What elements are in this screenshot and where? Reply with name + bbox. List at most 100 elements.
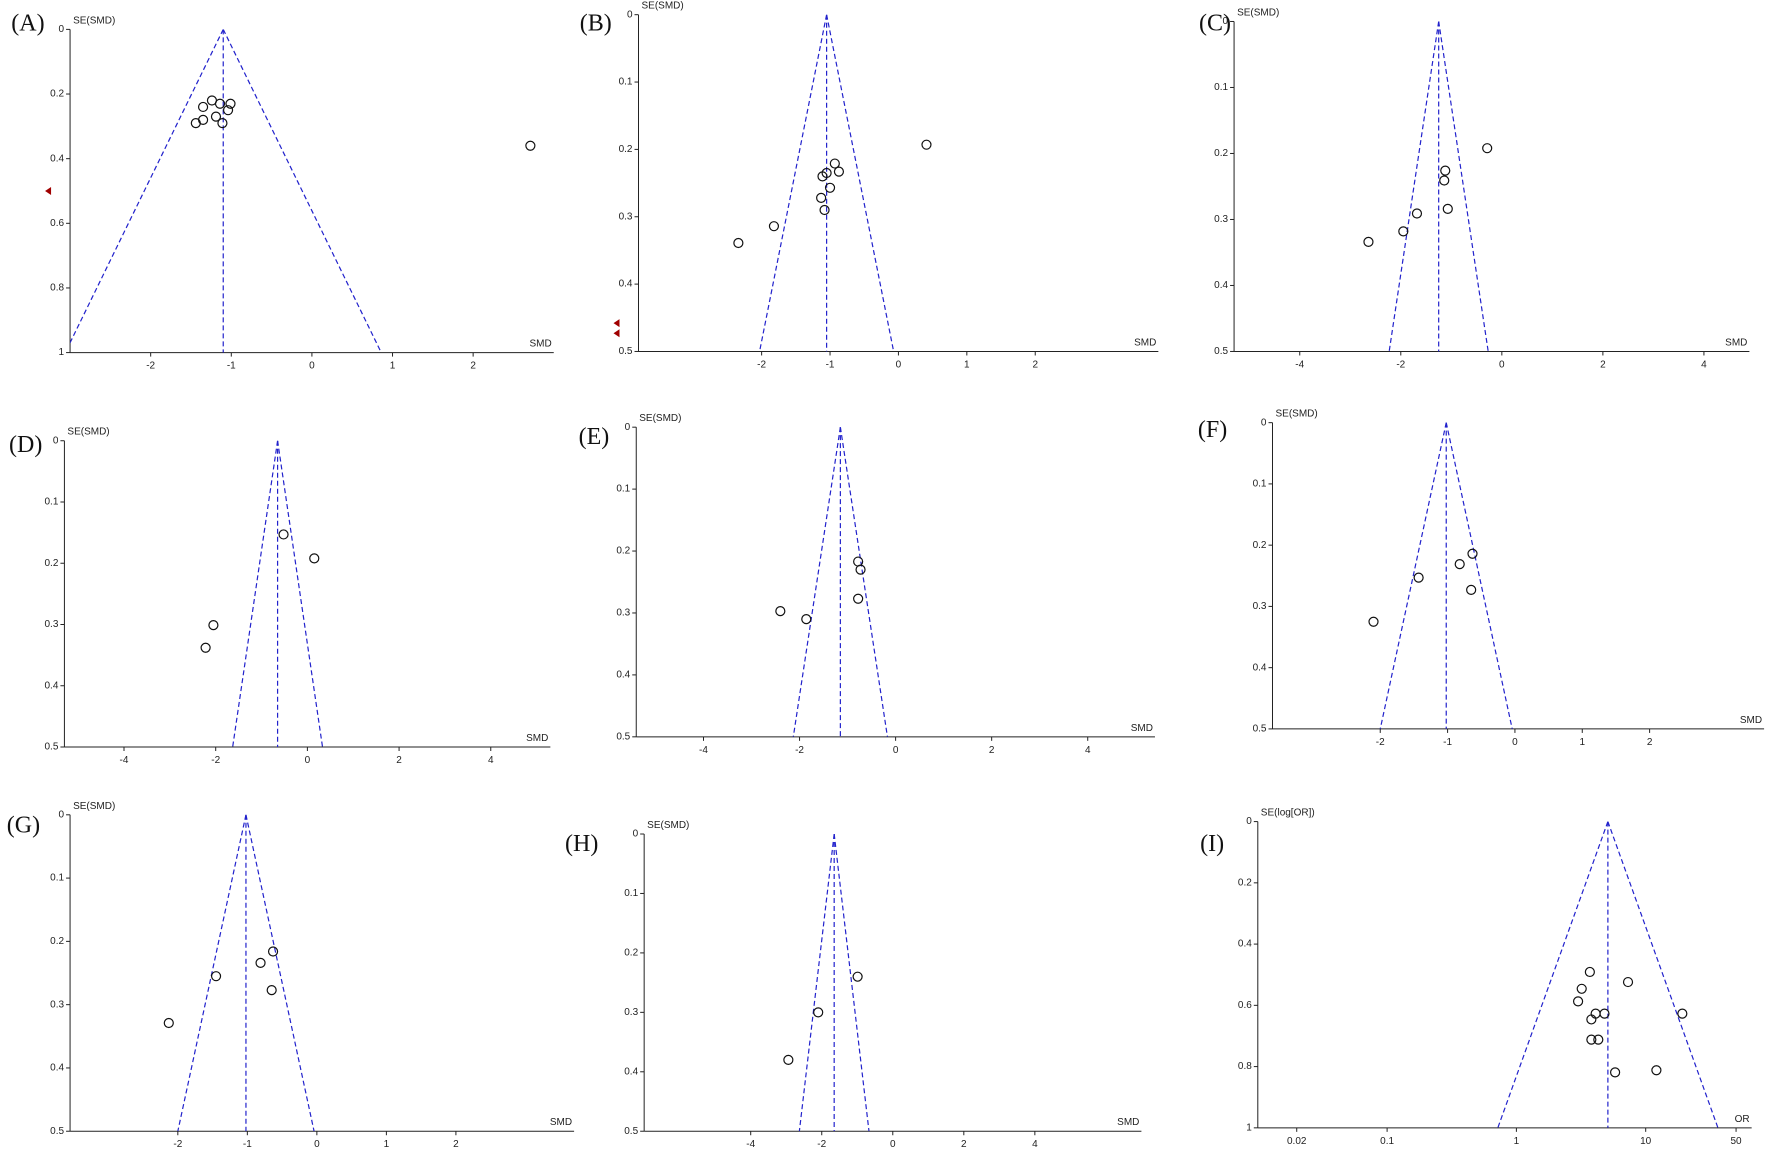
funnel-left: [798, 834, 835, 1132]
study-point: [1368, 616, 1379, 627]
study-point: [1398, 226, 1409, 237]
y-tick-label: 0.8: [1238, 1061, 1252, 1072]
panel-label: (F): [1198, 417, 1227, 443]
x-tick-label: 0: [890, 1139, 896, 1150]
x-tick-label: -4: [746, 1139, 755, 1150]
y-tick-label: 0: [53, 435, 59, 446]
x-tick-label: -4: [1295, 359, 1304, 370]
x-axis-label: SMD: [1117, 1117, 1139, 1128]
study-point: [1576, 983, 1587, 994]
y-tick-label: 0.1: [1214, 82, 1228, 93]
study-point: [775, 606, 786, 617]
y-tick-label: 0.3: [616, 608, 630, 619]
study-point: [214, 98, 226, 109]
study-point: [255, 957, 266, 968]
y-axis-label: SE(SMD): [647, 820, 689, 831]
funnel-left: [792, 427, 841, 737]
x-axis-label: SMD: [1131, 723, 1153, 734]
y-tick-label: 0.2: [1214, 148, 1228, 159]
y-tick-label: 0: [1246, 816, 1252, 827]
plot-area: [232, 440, 324, 747]
study-point: [1599, 1008, 1610, 1019]
y-axis-label: SE(SMD): [67, 427, 109, 438]
plot-area: [1379, 422, 1513, 729]
study-point: [1454, 559, 1465, 570]
study-point: [525, 140, 536, 151]
funnel-right: [839, 427, 889, 737]
y-tick-label: 0.8: [50, 283, 64, 294]
study-point: [222, 105, 234, 116]
x-axis-label: SMD: [530, 339, 552, 350]
y-tick-label: 0.6: [1238, 1000, 1252, 1011]
study-point: [733, 237, 744, 249]
x-tick-label: 10: [1640, 1136, 1652, 1147]
funnel-left: [177, 814, 247, 1132]
panel-label: (D): [9, 432, 42, 458]
study-point: [819, 204, 830, 216]
study-point: [309, 553, 320, 564]
x-tick-label: -4: [120, 755, 129, 766]
funnel-left: [1497, 821, 1609, 1128]
study-point: [1572, 996, 1584, 1007]
study-point: [208, 620, 219, 631]
study-point: [1622, 976, 1634, 988]
study-point: [1586, 1034, 1597, 1045]
y-tick-label: 1: [59, 347, 65, 358]
x-tick-label: 0: [893, 745, 899, 756]
funnel-right: [222, 29, 382, 353]
y-tick-label: 0.4: [45, 680, 59, 691]
study-point: [816, 192, 827, 203]
x-tick-label: -4: [699, 745, 708, 756]
y-tick-label: 0.1: [624, 888, 638, 899]
y-tick-label: 0.2: [1238, 877, 1252, 888]
x-tick-label: 2: [470, 361, 476, 372]
funnel-plot: (B) SE(SMD) SMD 0 0.1 0.2 0.3 0.4 0.5 -2 -1 0 1 2: [580, 1, 1159, 370]
x-tick-label: -1: [826, 359, 835, 370]
study-point: [768, 221, 780, 232]
x-tick-label: 2: [453, 1139, 459, 1150]
y-tick-label: 0.1: [50, 873, 64, 884]
study-point: [163, 1017, 174, 1029]
study-point: [852, 971, 863, 982]
plot-area: [798, 834, 870, 1132]
panel-label: (B): [580, 10, 612, 36]
study-point: [266, 985, 277, 996]
y-tick-label: 0.3: [1253, 601, 1267, 612]
study-point: [1610, 1067, 1621, 1078]
x-tick-label: -2: [146, 361, 155, 372]
study-point: [1467, 548, 1478, 559]
x-axis-label: OR: [1735, 1114, 1750, 1125]
y-tick-label: 0.2: [619, 144, 633, 155]
y-tick-label: 0.5: [1214, 346, 1228, 357]
x-tick-label: 0: [896, 359, 902, 370]
funnel-plot: (C) SE(SMD) SMD 0 0.1 0.2 0.3 0.4 0.5 -4 -2 0 2 4: [1199, 7, 1750, 370]
x-tick-label: -1: [243, 1139, 252, 1150]
x-tick-label: 0: [309, 361, 315, 372]
funnel-plot: (G) SE(SMD) SMD 0 0.1 0.2 0.3 0.4 0.5 -2 -1 0 1 2: [7, 801, 575, 1150]
y-axis-label: SE(SMD): [1237, 7, 1279, 18]
trimmed-study: [613, 329, 620, 338]
x-tick-label: 50: [1731, 1136, 1743, 1147]
panel-label: (G): [7, 813, 40, 839]
y-axis-label: SE(SMD): [73, 801, 115, 812]
x-tick-label: 4: [1701, 359, 1707, 370]
study-point: [1413, 572, 1424, 583]
funnel-plot: (H) SE(SMD) SMD 0 0.1 0.2 0.3 0.4 0.5 -4 -2 0 2 4: [565, 820, 1142, 1150]
y-tick-label: 0.2: [624, 948, 638, 959]
y-tick-label: 0.3: [619, 211, 633, 222]
y-tick-label: 0.4: [50, 153, 64, 164]
funnel-right: [1445, 422, 1513, 729]
study-point: [1677, 1008, 1688, 1019]
study-point: [853, 593, 864, 604]
x-tick-label: 1: [1514, 1136, 1520, 1147]
funnel-right: [1607, 821, 1719, 1128]
y-tick-label: 0: [627, 9, 633, 20]
panel-label: (C): [1199, 10, 1231, 36]
x-tick-label: 4: [488, 755, 494, 766]
x-tick-label: 2: [961, 1139, 967, 1150]
study-point: [824, 182, 836, 193]
y-axis-label: SE(SMD): [1275, 409, 1317, 420]
x-tick-label: 1: [390, 361, 396, 372]
plot-area: [1497, 821, 1719, 1128]
